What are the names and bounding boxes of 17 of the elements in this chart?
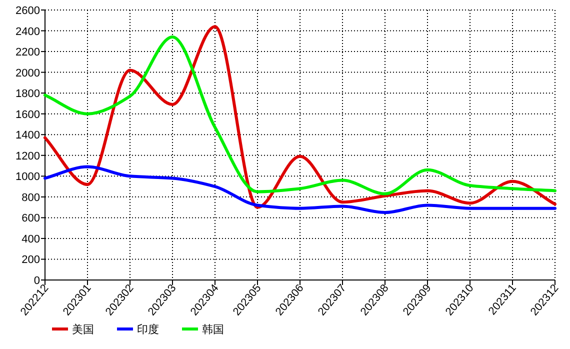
y-tick-label: 800 bbox=[22, 192, 40, 204]
y-tick-label: 1800 bbox=[16, 88, 40, 100]
legend-label: 韩国 bbox=[202, 323, 224, 336]
y-tick-label: 400 bbox=[22, 233, 40, 246]
y-tick-label: 200 bbox=[22, 254, 40, 266]
y-tick-label: 1600 bbox=[16, 108, 40, 121]
y-tick-label: 1000 bbox=[16, 171, 40, 184]
y-tick-label: 1200 bbox=[16, 150, 40, 162]
y-tick-label: 600 bbox=[22, 212, 40, 225]
y-tick-label: 2000 bbox=[16, 67, 40, 80]
y-tick-label: 2200 bbox=[16, 46, 40, 59]
y-tick-label: 1400 bbox=[16, 130, 40, 142]
y-tick-label: 2400 bbox=[16, 26, 40, 38]
y-tick-label: 2600 bbox=[16, 5, 40, 17]
legend-label: 美国 bbox=[72, 323, 94, 336]
legend-label: 印度 bbox=[137, 323, 159, 336]
y-tick-label: 0 bbox=[34, 275, 40, 287]
